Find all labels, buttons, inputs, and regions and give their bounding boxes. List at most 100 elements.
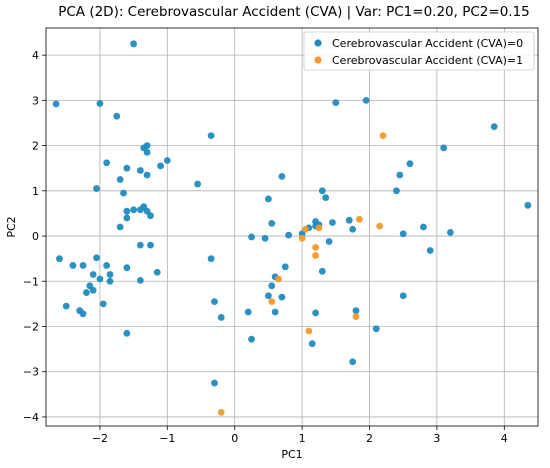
point-cva-0-5	[143, 142, 151, 149]
point-cva-0-35	[96, 275, 104, 283]
point-cva-0-71	[318, 187, 326, 195]
x-tick-label-4: 2	[366, 432, 373, 445]
point-cva-0-56	[265, 195, 272, 203]
point-cva-1-11	[305, 327, 313, 335]
point-cva-0-47	[194, 180, 202, 188]
point-cva-0-58	[278, 172, 286, 180]
point-cva-1-7	[312, 252, 319, 259]
point-cva-0-55	[261, 234, 269, 242]
point-cva-0-30	[103, 262, 111, 269]
point-cva-0-61	[268, 282, 276, 290]
point-cva-0-76	[332, 99, 340, 107]
y-tick-label-8: 4	[32, 49, 39, 62]
point-cva-0-18	[130, 206, 138, 214]
point-cva-0-91	[399, 292, 407, 300]
point-cva-1-0	[379, 132, 387, 140]
point-cva-0-29	[79, 262, 87, 269]
point-cva-0-46	[207, 132, 215, 140]
point-cva-0-27	[93, 254, 100, 262]
y-tick-label-1: −3	[23, 366, 39, 379]
point-cva-0-11	[143, 171, 151, 179]
point-cva-0-50	[217, 314, 225, 321]
point-cva-1-1	[275, 275, 282, 283]
point-cva-0-39	[83, 289, 90, 296]
data-points	[52, 40, 532, 416]
point-cva-0-37	[136, 276, 144, 284]
point-cva-0-88	[399, 230, 407, 238]
point-cva-0-3	[130, 40, 138, 48]
x-tick-label-0: −2	[92, 432, 108, 445]
point-cva-0-62	[265, 292, 272, 300]
point-cva-0-51	[211, 379, 218, 387]
point-cva-0-48	[207, 255, 215, 263]
point-cva-0-92	[440, 144, 448, 152]
point-cva-0-41	[99, 300, 107, 308]
point-cva-0-0	[52, 100, 60, 108]
legend-label-cva-0: Cerebrovascular Accident (CVA)=0	[332, 37, 523, 50]
y-tick-label-5: 1	[32, 185, 39, 198]
point-cva-1-8	[355, 215, 363, 223]
point-cva-0-75	[318, 267, 326, 275]
point-cva-0-80	[349, 358, 357, 366]
point-cva-0-13	[163, 157, 171, 164]
legend-marker-cva-0	[314, 39, 322, 47]
point-cva-0-83	[362, 96, 370, 104]
point-cva-0-78	[349, 225, 357, 233]
point-cva-0-49	[211, 298, 218, 306]
point-cva-0-42	[62, 302, 70, 310]
point-cva-0-1	[96, 100, 104, 107]
point-cva-0-85	[393, 187, 400, 195]
point-cva-0-65	[285, 231, 293, 239]
point-cva-0-64	[271, 308, 279, 316]
point-cva-1-2	[268, 298, 276, 306]
point-cva-0-57	[268, 219, 276, 227]
point-cva-0-86	[396, 171, 404, 179]
y-tick-label-2: −2	[23, 321, 39, 334]
point-cva-0-93	[446, 229, 454, 236]
point-cva-0-25	[147, 241, 154, 249]
point-cva-0-34	[89, 271, 97, 278]
point-cva-0-24	[136, 241, 144, 249]
point-cva-0-79	[352, 307, 360, 315]
chart-title: PCA (2D): Cerebrovascular Accident (CVA)…	[58, 4, 530, 20]
legend-marker-cva-1	[314, 56, 322, 64]
y-axis-label: PC2	[5, 216, 18, 237]
point-cva-1-10	[352, 313, 360, 320]
point-cva-0-74	[325, 238, 333, 245]
x-tick-label-6: 4	[501, 432, 508, 445]
point-cva-0-54	[248, 335, 255, 343]
plot-area-frame	[45, 27, 539, 427]
point-cva-0-82	[308, 340, 316, 348]
point-cva-0-10	[136, 167, 144, 174]
point-cva-1-3	[298, 234, 306, 242]
point-cva-0-33	[153, 268, 161, 276]
x-tick-label-3: 1	[299, 432, 306, 445]
point-cva-0-16	[123, 207, 131, 215]
point-cva-0-22	[147, 212, 154, 220]
point-cva-0-6	[143, 148, 151, 156]
point-cva-0-53	[244, 308, 252, 316]
point-cva-0-26	[56, 255, 63, 263]
point-cva-1-9	[376, 222, 384, 230]
point-cva-0-84	[372, 325, 380, 333]
point-cva-0-70	[312, 218, 319, 225]
y-tick-label-0: −4	[23, 411, 39, 424]
point-cva-0-14	[93, 185, 100, 192]
point-cva-1-12	[217, 409, 225, 416]
point-cva-0-59	[281, 263, 289, 271]
point-cva-0-89	[420, 223, 427, 231]
x-axis-label: PC1	[281, 448, 302, 461]
point-cva-0-17	[123, 214, 131, 222]
point-cva-0-31	[106, 271, 114, 278]
point-cva-1-6	[315, 224, 323, 232]
point-cva-0-95	[524, 201, 532, 209]
point-cva-0-73	[329, 219, 336, 226]
x-tick-label-2: 0	[231, 432, 238, 445]
point-cva-0-36	[106, 277, 114, 285]
point-cva-0-72	[322, 194, 330, 202]
grid	[46, 28, 538, 426]
point-cva-0-87	[406, 160, 414, 168]
point-cva-0-28	[69, 262, 77, 269]
point-cva-0-52	[248, 233, 255, 241]
